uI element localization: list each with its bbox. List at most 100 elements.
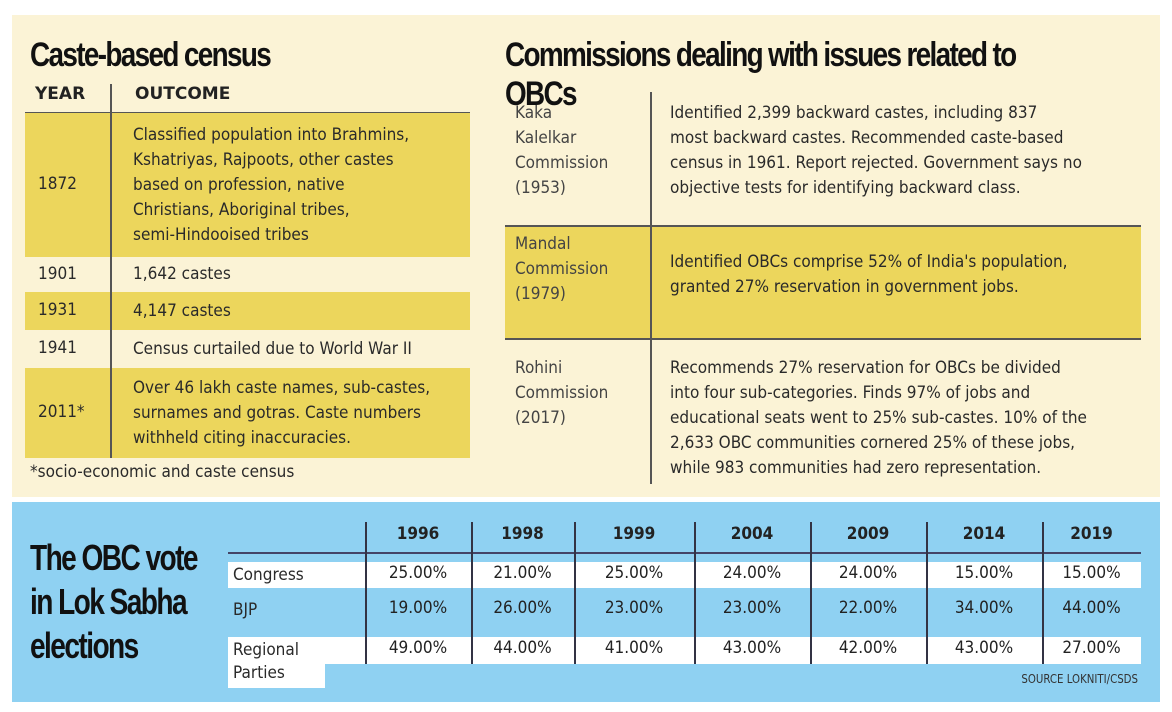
- vote-share-cell: 22.00%: [838, 598, 898, 618]
- vote-share-cell: 27.00%: [1062, 638, 1121, 658]
- divider: [110, 84, 112, 458]
- census-footnote: *socio-economic and caste census: [30, 462, 295, 482]
- census-outcome-line: based on profession, native: [133, 174, 345, 195]
- party-label: Congress: [233, 565, 304, 585]
- year-header: 2004: [730, 524, 774, 544]
- vote-share-cell: 24.00%: [722, 563, 782, 583]
- divider: [574, 522, 576, 664]
- commission-text-line: Recommends 27% reservation for OBCs be d…: [670, 358, 1061, 378]
- divider: [505, 338, 1141, 340]
- vote-share-cell: 43.00%: [722, 638, 782, 658]
- divider: [471, 522, 473, 664]
- obc-vote-title: The OBC vote in Lok Sabha elections: [30, 536, 199, 668]
- commission-name-line: Mandal: [515, 234, 571, 254]
- vote-share-cell: 41.00%: [604, 638, 664, 658]
- census-row: [25, 292, 470, 330]
- divider: [694, 522, 696, 664]
- year-header: 2014: [962, 524, 1006, 544]
- vote-share-cell: 21.00%: [493, 563, 552, 583]
- commission-text-line: most backward castes. Recommended caste-…: [670, 128, 1064, 148]
- commission-text-line: 2,633 OBC communities cornered 25% of th…: [670, 433, 1076, 453]
- vote-share-cell: 25.00%: [388, 563, 448, 583]
- divider: [1042, 522, 1044, 664]
- census-year: 1872: [38, 174, 77, 194]
- census-outcome-line: 1,642 castes: [133, 264, 231, 284]
- year-header: YEAR: [35, 84, 86, 104]
- year-header: 1996: [396, 524, 440, 544]
- divider: [926, 522, 928, 664]
- party-label: BJP: [233, 600, 258, 620]
- census-row: [25, 113, 470, 257]
- census-year: 2011*: [38, 402, 85, 422]
- year-header: 2019: [1070, 524, 1113, 544]
- commission-name-line: (1979): [515, 284, 566, 304]
- commission-name-line: Rohini: [515, 358, 563, 378]
- commission-text-line: Identified OBCs comprise 52% of India's …: [670, 252, 1068, 272]
- vote-share-cell: 26.00%: [493, 598, 552, 618]
- vote-share-cell: 25.00%: [604, 563, 664, 583]
- census-outcome-line: Christians, Aboriginal tribes,: [133, 199, 350, 220]
- commission-text-line: while 983 communities had zero represent…: [670, 458, 1042, 478]
- commission-name-line: Kaka: [515, 103, 553, 123]
- year-header: 1998: [501, 524, 544, 544]
- commission-text-line: census in 1961. Report rejected. Governm…: [670, 153, 1082, 173]
- commission-text-line: objective tests for identifying backward…: [670, 178, 1021, 198]
- census-row: [25, 257, 470, 292]
- divider: [228, 552, 1141, 554]
- census-outcome-line: Kshatriyas, Rajpoots, other castes: [133, 149, 394, 170]
- commission-name-line: Commission: [515, 383, 609, 403]
- party-label: Parties: [233, 663, 285, 683]
- table-row-bg: [228, 637, 1141, 664]
- census-outcome-line: surnames and gotras. Caste numbers: [133, 402, 421, 423]
- title-line: The OBC vote: [30, 537, 199, 578]
- title-line: elections: [30, 625, 139, 666]
- vote-share-cell: 15.00%: [954, 563, 1014, 583]
- vote-share-cell: 44.00%: [1062, 598, 1121, 618]
- vote-share-cell: 43.00%: [954, 638, 1014, 658]
- vote-share-cell: 24.00%: [838, 563, 898, 583]
- census-year: 1941: [38, 338, 77, 358]
- year-header: 2009: [846, 524, 890, 544]
- outcome-header: OUTCOME: [135, 84, 231, 104]
- census-outcome-line: 4,147 castes: [133, 300, 231, 321]
- commission-text-line: granted 27% reservation in government jo…: [670, 277, 1019, 297]
- source-note: SOURCE LOKNITI/CSDS: [1021, 672, 1138, 686]
- census-year: 1931: [38, 300, 77, 320]
- obc-vote-panel: [12, 502, 1160, 702]
- commission-text-line: into four sub-categories. Finds 97% of j…: [670, 383, 1031, 403]
- commission-name-line: Kalelkar: [515, 128, 577, 148]
- divider: [25, 112, 470, 114]
- vote-share-cell: 23.00%: [722, 598, 782, 618]
- year-header: 1999: [612, 524, 656, 544]
- census-year: 1901: [38, 263, 77, 284]
- table-row-bg: [228, 664, 325, 688]
- commission-row-highlight: [505, 226, 1141, 338]
- divider: [650, 92, 652, 484]
- census-outcome-line: Classified population into Brahmins,: [133, 124, 410, 145]
- census-outcome-line: semi-Hindooised tribes: [133, 224, 309, 245]
- vote-share-cell: 44.00%: [493, 638, 552, 658]
- census-outcome-line: Over 46 lakh caste names, sub-castes,: [133, 377, 431, 398]
- vote-share-cell: 34.00%: [954, 598, 1014, 618]
- commission-text-line: educational seats went to 25% sub-castes…: [670, 408, 1087, 428]
- commission-name-line: (2017): [515, 408, 566, 428]
- divider: [365, 522, 367, 664]
- census-outcome-line: Census curtailed due to World War II: [133, 338, 412, 359]
- commission-text-line: Identified 2,399 backward castes, includ…: [670, 103, 1038, 123]
- party-label: Regional: [233, 640, 300, 660]
- vote-share-cell: 19.00%: [388, 598, 448, 618]
- vote-share-cell: 23.00%: [604, 598, 664, 618]
- census-row: [25, 368, 470, 458]
- table-row-bg: [228, 562, 1141, 588]
- title-line: in Lok Sabha: [30, 581, 188, 622]
- divider: [810, 522, 812, 664]
- census-title: Caste-based census: [30, 36, 272, 74]
- commission-name-line: Commission: [515, 153, 609, 173]
- vote-share-cell: 42.00%: [838, 638, 898, 658]
- vote-share-cell: 15.00%: [1062, 563, 1121, 583]
- commission-name-line: Commission: [515, 259, 609, 279]
- divider: [505, 225, 1141, 227]
- census-outcome-line: withheld citing inaccuracies.: [133, 427, 352, 448]
- commission-name-line: (1953): [515, 178, 566, 198]
- vote-share-cell: 49.00%: [388, 638, 448, 658]
